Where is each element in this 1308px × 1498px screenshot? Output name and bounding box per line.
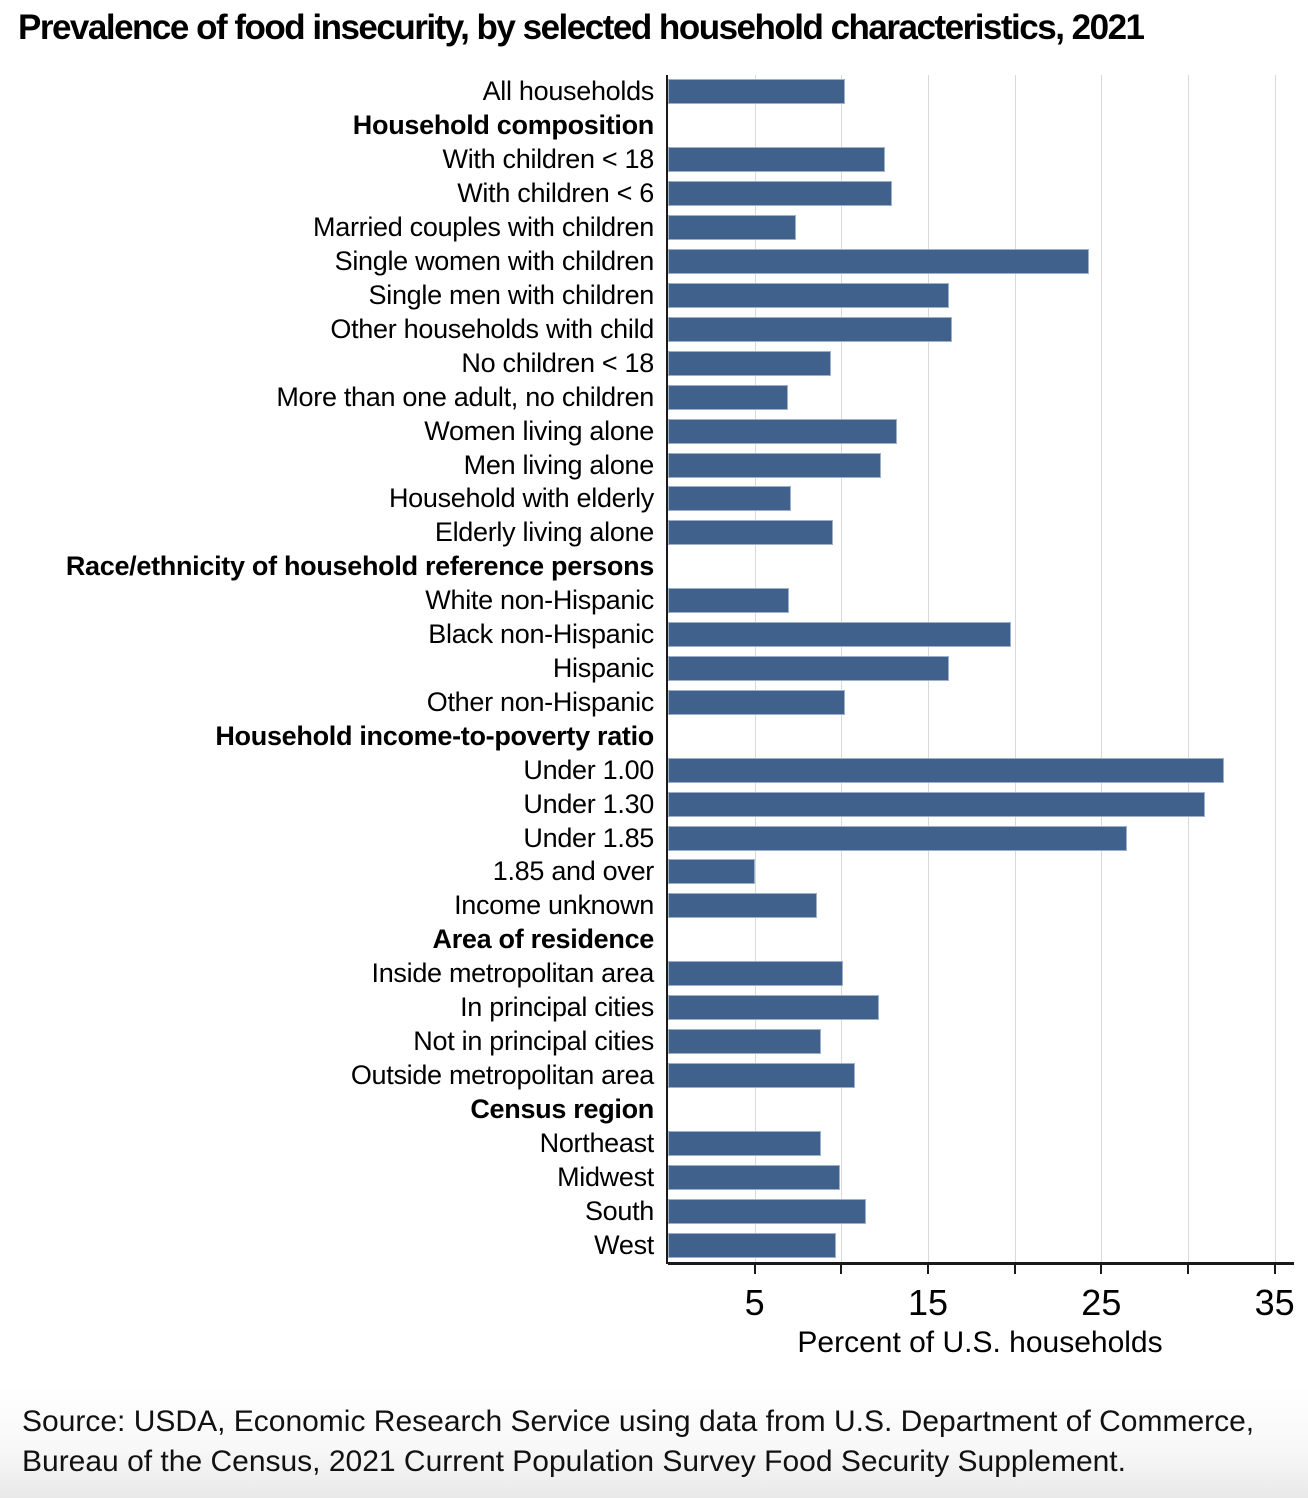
bar	[668, 1164, 840, 1190]
category-label: 1.85 and over	[492, 856, 655, 887]
category-label: Single women with children	[334, 246, 655, 277]
section-header: Area of residence	[432, 924, 655, 955]
bar	[668, 147, 885, 173]
bar	[668, 452, 882, 478]
section-header: Race/ethnicity of household reference pe…	[65, 551, 654, 582]
source-footer: Source: USDA, Economic Research Service …	[0, 1386, 1308, 1498]
bar	[668, 588, 790, 614]
category-label: Northeast	[539, 1127, 655, 1158]
bar	[668, 995, 880, 1021]
category-label: Hispanic	[552, 652, 654, 683]
chart-title: Prevalence of food insecurity, by select…	[18, 8, 1145, 47]
bar	[668, 1062, 856, 1088]
bar	[668, 384, 788, 410]
bar	[668, 961, 844, 987]
tick-label-5: 5	[744, 1282, 765, 1323]
bar	[668, 181, 892, 207]
category-label: Outside metropolitan area	[350, 1059, 654, 1090]
category-label: Married couples with children	[313, 212, 654, 243]
tick-label-25: 25	[1081, 1282, 1122, 1323]
category-label: With children < 6	[457, 178, 654, 209]
bar	[668, 215, 797, 241]
category-label: Elderly living alone	[434, 517, 654, 548]
category-label-column: All households Household composition With …	[0, 75, 654, 1262]
bar	[668, 689, 845, 715]
tick-mark-20	[1013, 1265, 1016, 1274]
tick-label-35: 35	[1254, 1282, 1295, 1323]
category-label: No children < 18	[461, 347, 654, 378]
plot-area	[666, 75, 1292, 1264]
tick-mark-25	[1100, 1265, 1103, 1274]
category-label: All households	[482, 76, 655, 107]
gridline-25	[1101, 75, 1103, 1262]
category-label: Inside metropolitan area	[371, 958, 655, 989]
category-label: White non-Hispanic	[425, 585, 654, 616]
category-label: Under 1.85	[523, 822, 654, 853]
y-axis-line	[666, 75, 668, 1264]
category-label: West	[594, 1229, 654, 1260]
tick-mark-35	[1273, 1265, 1276, 1274]
category-label: Other non-Hispanic	[426, 686, 655, 717]
bar	[668, 418, 897, 444]
section-header: Household composition	[352, 110, 655, 141]
category-label: Under 1.00	[523, 754, 654, 785]
bar	[668, 859, 755, 885]
bar	[668, 79, 845, 105]
bar	[668, 520, 833, 546]
category-label: South	[584, 1195, 654, 1226]
category-label: Midwest	[557, 1161, 654, 1192]
category-label: Women living alone	[424, 415, 654, 446]
section-header: Household income-to-poverty ratio	[215, 720, 654, 751]
tick-mark-5	[753, 1265, 756, 1274]
category-label: Black non-Hispanic	[428, 619, 654, 650]
section-header: Census region	[470, 1093, 654, 1124]
bar	[668, 486, 792, 512]
category-label: Not in principal cities	[413, 1026, 654, 1057]
gridline-30	[1188, 75, 1189, 1262]
gridline-20	[1014, 75, 1016, 1262]
bar	[668, 893, 818, 919]
tick-mark-30	[1187, 1265, 1189, 1274]
x-axis-line	[668, 1262, 1294, 1265]
bar	[668, 1198, 866, 1224]
bar	[668, 249, 1090, 275]
bar	[668, 622, 1012, 648]
tick-label-15: 15	[907, 1282, 949, 1323]
bar	[668, 282, 949, 308]
category-label: Under 1.30	[523, 788, 654, 819]
category-label: Household with elderly	[388, 483, 654, 514]
bar	[668, 825, 1128, 851]
tick-mark-15	[927, 1265, 929, 1274]
category-label: In principal cities	[460, 992, 654, 1023]
source-text: Source: USDA, Economic Research Service …	[22, 1405, 1255, 1478]
category-label: Single men with children	[368, 279, 655, 310]
bar	[668, 791, 1206, 817]
bar	[668, 1130, 821, 1156]
bar	[668, 757, 1225, 783]
bar	[668, 350, 831, 376]
category-label: Other households with child	[330, 313, 654, 344]
category-label: More than one adult, no children	[276, 381, 654, 412]
bar	[668, 1029, 821, 1055]
category-label: Men living alone	[463, 449, 655, 480]
category-label: Income unknown	[454, 890, 654, 921]
bar	[668, 1232, 837, 1258]
category-label: With children < 18	[442, 144, 655, 175]
bar	[668, 656, 949, 681]
tick-mark-10	[840, 1265, 843, 1274]
x-axis-label: Percent of U.S. households	[797, 1326, 1163, 1359]
bar	[668, 316, 953, 342]
gridline-35	[1274, 75, 1276, 1262]
